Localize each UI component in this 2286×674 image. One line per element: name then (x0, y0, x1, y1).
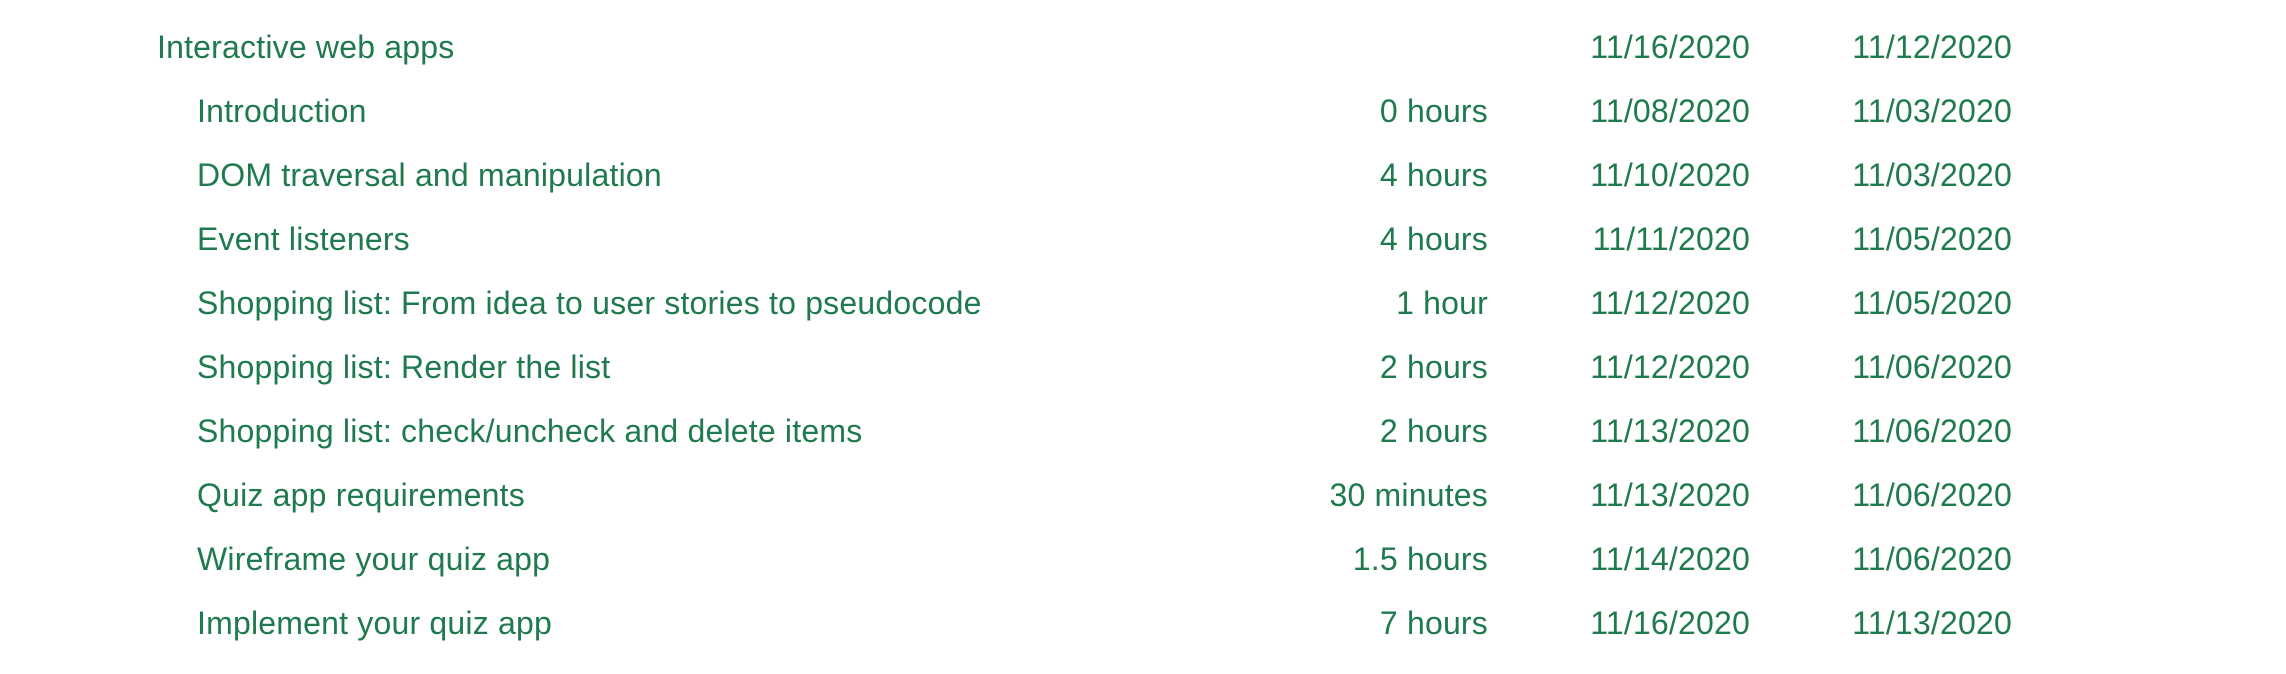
lesson-duration: 30 minutes (1329, 477, 1488, 513)
lesson-title[interactable]: Event listeners (197, 221, 410, 257)
lesson-duration: 1.5 hours (1352, 541, 1488, 577)
lesson-start-date: 11/06/2020 (1852, 349, 2012, 385)
lesson-duration: 0 hours (1379, 93, 1488, 129)
lesson-row[interactable]: Wireframe your quiz app 1.5 hours 11/14/… (0, 527, 2286, 591)
lesson-duration: 1 hour (1396, 285, 1488, 321)
module-start-date: 11/12/2020 (1852, 29, 2012, 65)
lesson-row[interactable]: Event listeners 4 hours 11/11/2020 11/05… (0, 207, 2286, 271)
lesson-title[interactable]: Shopping list: check/uncheck and delete … (197, 413, 863, 449)
course-schedule-table: Interactive web apps 11/16/2020 11/12/20… (0, 15, 2286, 655)
lesson-due-date: 11/10/2020 (1590, 157, 1750, 193)
lesson-row[interactable]: Shopping list: From idea to user stories… (0, 271, 2286, 335)
lesson-start-date: 11/05/2020 (1852, 285, 2012, 321)
lesson-due-date: 11/11/2020 (1592, 221, 1750, 257)
lesson-title[interactable]: Quiz app requirements (197, 477, 525, 513)
lesson-start-date: 11/13/2020 (1852, 605, 2012, 641)
lesson-start-date: 11/06/2020 (1852, 541, 2012, 577)
lesson-start-date: 11/03/2020 (1852, 93, 2012, 129)
lesson-duration: 2 hours (1379, 349, 1488, 385)
module-due-date: 11/16/2020 (1590, 29, 1750, 65)
lesson-title[interactable]: Introduction (197, 93, 367, 129)
lesson-start-date: 11/06/2020 (1852, 413, 2012, 449)
lesson-duration: 7 hours (1379, 605, 1488, 641)
lesson-due-date: 11/16/2020 (1590, 605, 1750, 641)
lesson-row[interactable]: DOM traversal and manipulation 4 hours 1… (0, 143, 2286, 207)
lesson-due-date: 11/13/2020 (1590, 413, 1750, 449)
module-row[interactable]: Interactive web apps 11/16/2020 11/12/20… (0, 15, 2286, 79)
lesson-start-date: 11/06/2020 (1852, 477, 2012, 513)
lesson-start-date: 11/05/2020 (1852, 221, 2012, 257)
lesson-due-date: 11/12/2020 (1590, 349, 1750, 385)
module-title[interactable]: Interactive web apps (157, 29, 455, 65)
lesson-title[interactable]: Implement your quiz app (197, 605, 553, 641)
lesson-due-date: 11/14/2020 (1590, 541, 1750, 577)
lesson-due-date: 11/08/2020 (1590, 93, 1750, 129)
lesson-row[interactable]: Implement your quiz app 7 hours 11/16/20… (0, 591, 2286, 655)
lesson-duration: 4 hours (1379, 221, 1488, 257)
lesson-row[interactable]: Shopping list: check/uncheck and delete … (0, 399, 2286, 463)
lesson-start-date: 11/03/2020 (1852, 157, 2012, 193)
lesson-due-date: 11/12/2020 (1590, 285, 1750, 321)
lesson-duration: 2 hours (1379, 413, 1488, 449)
lesson-row[interactable]: Shopping list: Render the list 2 hours 1… (0, 335, 2286, 399)
lesson-row[interactable]: Quiz app requirements 30 minutes 11/13/2… (0, 463, 2286, 527)
lesson-title[interactable]: Shopping list: From idea to user stories… (197, 285, 982, 321)
lesson-title[interactable]: Shopping list: Render the list (197, 349, 611, 385)
lesson-title[interactable]: DOM traversal and manipulation (197, 157, 662, 193)
lesson-row[interactable]: Introduction 0 hours 11/08/2020 11/03/20… (0, 79, 2286, 143)
lesson-due-date: 11/13/2020 (1590, 477, 1750, 513)
lesson-title[interactable]: Wireframe your quiz app (197, 541, 551, 577)
lesson-duration: 4 hours (1379, 157, 1488, 193)
